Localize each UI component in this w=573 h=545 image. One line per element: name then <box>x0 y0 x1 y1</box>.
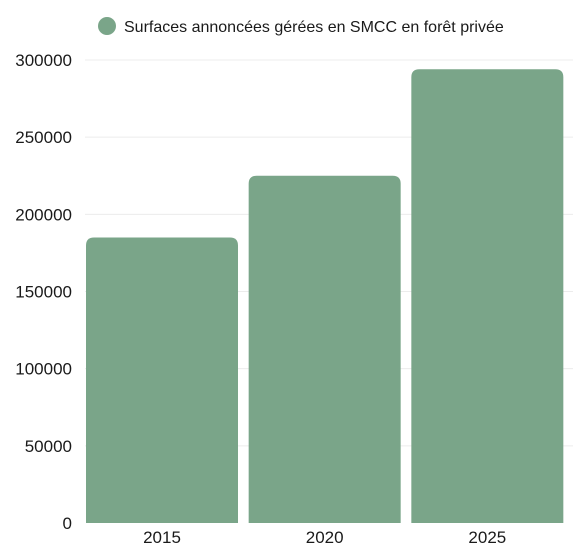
y-tick-label: 150000 <box>15 283 72 302</box>
bar-2015 <box>86 237 238 523</box>
y-tick-label: 100000 <box>15 360 72 379</box>
x-tick-label: 2020 <box>306 528 344 545</box>
legend-swatch <box>98 17 116 35</box>
y-tick-label: 50000 <box>25 437 72 456</box>
y-tick-label: 200000 <box>15 205 72 224</box>
y-tick-label: 0 <box>63 514 72 533</box>
y-axis-ticks: 0 50000 100000 150000 200000 250000 300000 <box>15 51 72 533</box>
bar-2025 <box>411 69 564 523</box>
y-tick-label: 250000 <box>15 128 72 147</box>
y-tick-label: 300000 <box>15 51 72 70</box>
legend-label: Surfaces annoncées gérées en SMCC en for… <box>124 19 504 36</box>
bar-2020 <box>248 175 401 523</box>
bars <box>86 69 564 523</box>
x-tick-label: 2025 <box>468 528 506 545</box>
x-tick-label: 2015 <box>143 528 181 545</box>
legend: Surfaces annoncées gérées en SMCC en for… <box>98 17 504 36</box>
x-axis-ticks: 2015 2020 2025 <box>143 528 506 545</box>
